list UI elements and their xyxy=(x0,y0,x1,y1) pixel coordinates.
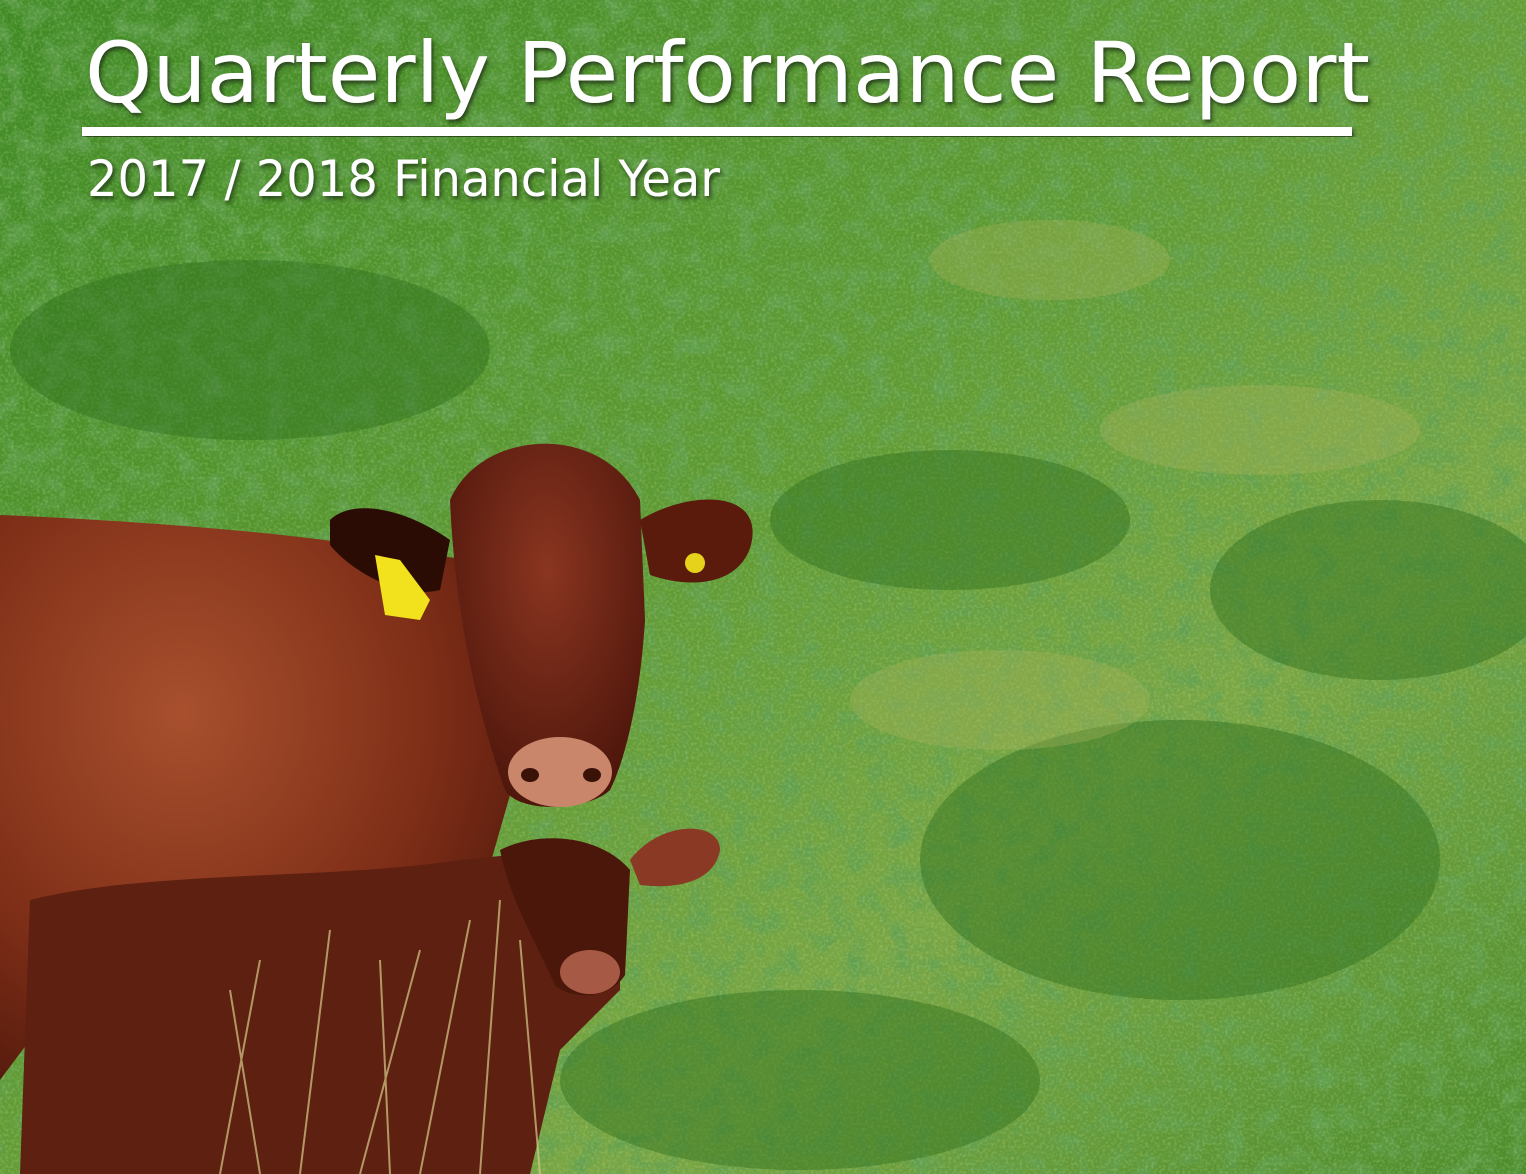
cow-nostril xyxy=(521,768,539,782)
ear-tag-right xyxy=(685,553,705,573)
page: Report Cover {"header": {"title": "Quart… xyxy=(0,0,1526,1174)
clover-patch xyxy=(770,450,1130,590)
clover-patch xyxy=(10,260,490,440)
clover-patch xyxy=(920,720,1440,1000)
report-subtitle: 2017 / 2018 Financial Year xyxy=(87,150,720,208)
cow-nostril xyxy=(583,768,601,782)
dry-patch xyxy=(930,220,1170,300)
cover: Quarterly Performance Report 2017 / 2018… xyxy=(0,0,1526,1174)
title-rule xyxy=(82,127,1352,136)
dry-patch xyxy=(1100,385,1420,475)
calf-muzzle xyxy=(560,950,620,994)
page-body: Quarterly Performance Report 2017 / 2018… xyxy=(0,0,1526,1174)
dry-patch xyxy=(850,650,1150,750)
report-title: Quarterly Performance Report xyxy=(85,24,1370,122)
clover-patch xyxy=(560,990,1040,1170)
